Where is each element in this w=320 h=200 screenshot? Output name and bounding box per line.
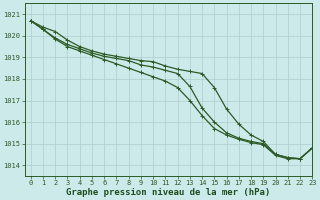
X-axis label: Graphe pression niveau de la mer (hPa): Graphe pression niveau de la mer (hPa) (66, 188, 271, 197)
